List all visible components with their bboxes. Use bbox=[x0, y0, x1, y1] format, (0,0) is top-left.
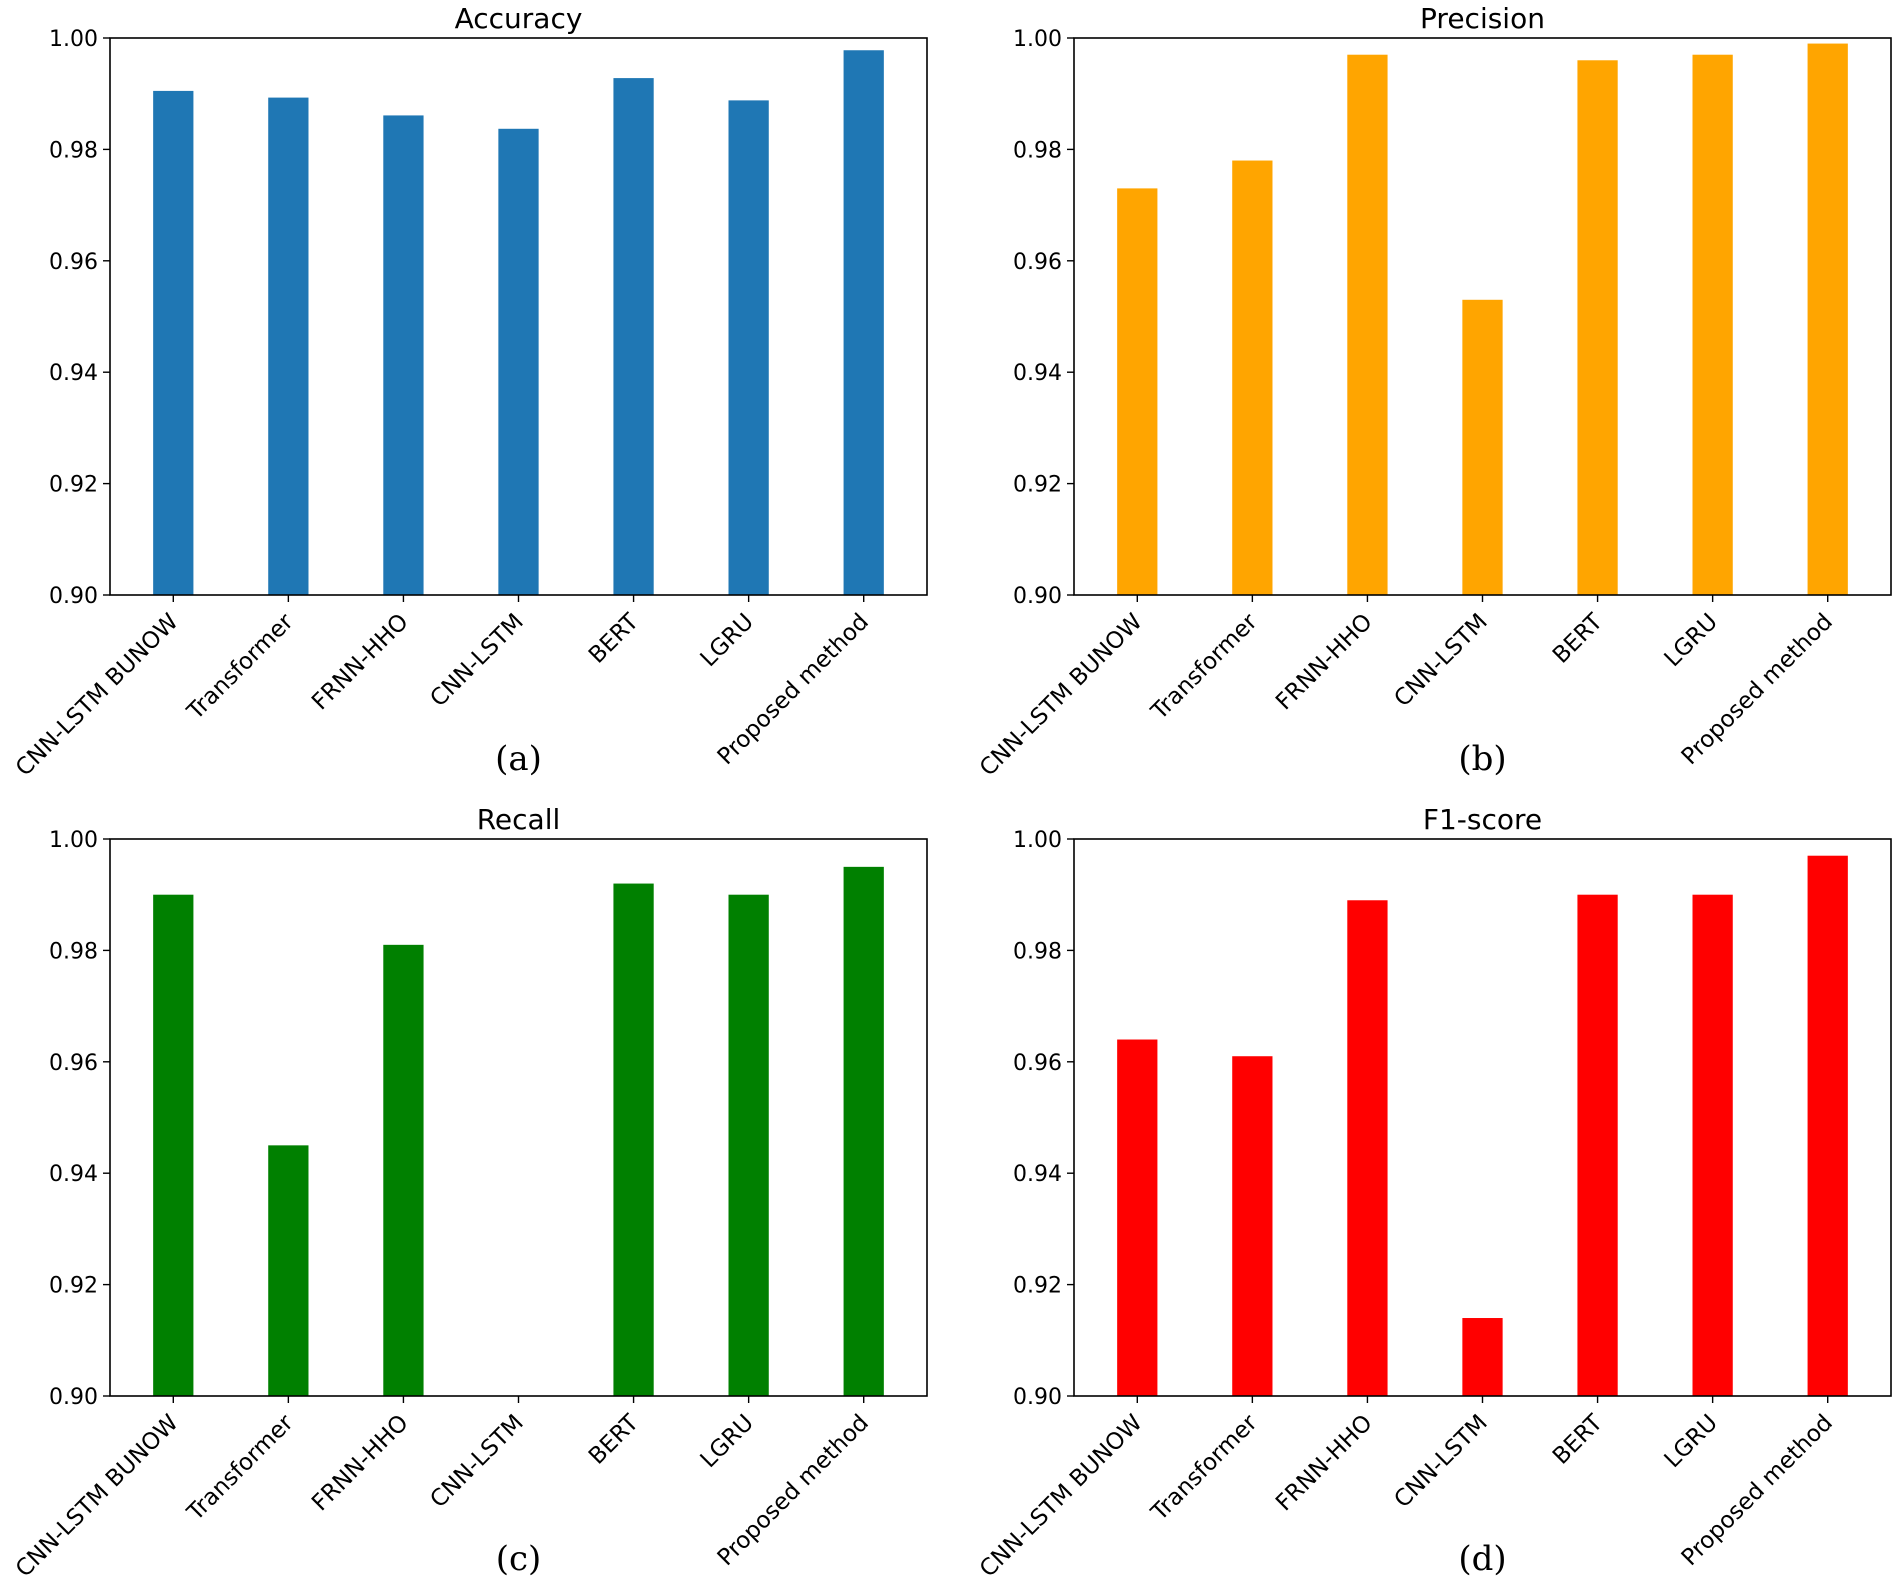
y-tick-label: 0.94 bbox=[49, 1162, 98, 1187]
y-tick-label: 0.94 bbox=[1013, 1162, 1062, 1187]
y-tick-label: 0.98 bbox=[1013, 939, 1062, 964]
bar-cnn-lstm-bunow bbox=[1117, 1039, 1158, 1396]
bar-proposed-method bbox=[843, 866, 884, 1396]
bar-frnn-hho bbox=[1347, 54, 1388, 595]
bar-bert bbox=[1577, 894, 1618, 1396]
chart-title: Accuracy bbox=[455, 2, 583, 35]
bar-lgru bbox=[728, 100, 769, 595]
y-tick-label: 1.00 bbox=[49, 27, 98, 52]
bar-frnn-hho bbox=[383, 115, 424, 596]
bar-lgru bbox=[1692, 54, 1733, 595]
bar-bert bbox=[613, 78, 654, 596]
x-tick-label: FRNN-HHO bbox=[1271, 609, 1378, 716]
x-tick-label: Transformer bbox=[1146, 608, 1263, 725]
x-tick-label: BERT bbox=[584, 608, 645, 669]
chart-title: Precision bbox=[1420, 2, 1545, 35]
f1-score-chart-panel: F1-score (d) 0.90 0.92 0.94 0.96 0.98 1.00 CNN… bbox=[975, 803, 1892, 1583]
y-tick-label: 0.96 bbox=[1013, 1051, 1062, 1076]
x-tick-label: FRNN-HHO bbox=[307, 1410, 414, 1517]
x-tick-label: FRNN-HHO bbox=[307, 609, 414, 716]
panel-caption: (d) bbox=[1458, 1539, 1506, 1579]
y-tick-label: 0.98 bbox=[49, 138, 98, 163]
bar-lgru bbox=[728, 894, 769, 1396]
bar-transformer bbox=[1232, 1056, 1273, 1396]
bar-proposed-method bbox=[1807, 855, 1848, 1396]
x-tick-label: CNN-LSTM bbox=[1389, 1410, 1492, 1513]
x-tick-label: CNN-LSTM BUNOW bbox=[975, 609, 1148, 782]
y-tick-label: 0.92 bbox=[1013, 473, 1062, 498]
bar-cnn-lstm bbox=[1462, 1318, 1503, 1396]
y-tick-label: 0.96 bbox=[49, 1051, 98, 1076]
x-tick-label: BERT bbox=[1548, 1409, 1609, 1470]
y-tick-label: 0.96 bbox=[1013, 250, 1062, 275]
bar-frnn-hho bbox=[383, 944, 424, 1396]
y-tick-label: 0.92 bbox=[49, 473, 98, 498]
x-tick-label: CNN-LSTM bbox=[1389, 609, 1492, 712]
chart-title: Recall bbox=[477, 803, 561, 836]
x-tick-label: CNN-LSTM bbox=[425, 1410, 528, 1513]
bar-cnn-lstm bbox=[1462, 299, 1503, 595]
plot-frame bbox=[109, 838, 928, 1397]
y-tick-label: 0.92 bbox=[49, 1274, 98, 1299]
x-tick-label: BERT bbox=[584, 1409, 645, 1470]
bar-lgru bbox=[1692, 894, 1733, 1396]
x-tick-label: LGRU bbox=[696, 609, 759, 672]
bar-frnn-hho bbox=[1347, 900, 1388, 1396]
y-tick-label: 0.98 bbox=[1013, 138, 1062, 163]
y-tick-label: 0.94 bbox=[1013, 361, 1062, 386]
bar-transformer bbox=[268, 97, 309, 595]
panel-caption: (a) bbox=[495, 739, 542, 779]
x-tick-label: CNN-LSTM BUNOW bbox=[11, 609, 184, 782]
bar-cnn-lstm-bunow bbox=[1117, 188, 1158, 595]
bar-cnn-lstm-bunow bbox=[153, 894, 194, 1396]
y-tick-label: 0.98 bbox=[49, 939, 98, 964]
panel-caption: (c) bbox=[496, 1539, 542, 1579]
bar-cnn-lstm bbox=[498, 128, 539, 596]
x-tick-label: Transformer bbox=[182, 1409, 299, 1526]
x-tick-label: Transformer bbox=[182, 608, 299, 725]
x-tick-label: CNN-LSTM BUNOW bbox=[11, 1410, 184, 1583]
bar-transformer bbox=[1232, 160, 1273, 596]
panel-caption: (b) bbox=[1458, 739, 1506, 779]
y-tick-label: 0.90 bbox=[1013, 584, 1062, 609]
y-tick-label: 0.96 bbox=[49, 250, 98, 275]
y-tick-label: 1.00 bbox=[1013, 27, 1062, 52]
bar-bert bbox=[1577, 60, 1618, 595]
x-tick-label: CNN-LSTM BUNOW bbox=[975, 1410, 1148, 1583]
accuracy-chart-panel: Accuracy (a) 0.90 0.92 0.94 0.96 0.98 1.00 CNN… bbox=[11, 2, 928, 782]
x-tick-label: BERT bbox=[1548, 608, 1609, 669]
bar-proposed-method bbox=[1807, 43, 1848, 595]
y-tick-label: 1.00 bbox=[1013, 828, 1062, 853]
y-tick-label: 0.90 bbox=[49, 584, 98, 609]
x-tick-label: LGRU bbox=[696, 1410, 759, 1473]
y-tick-label: 0.90 bbox=[49, 1385, 98, 1410]
y-tick-label: 0.92 bbox=[1013, 1274, 1062, 1299]
x-tick-label: Transformer bbox=[1146, 1409, 1263, 1526]
plot-frame bbox=[1073, 838, 1892, 1397]
x-tick-label: LGRU bbox=[1660, 1410, 1723, 1473]
x-tick-label: FRNN-HHO bbox=[1271, 1410, 1378, 1517]
bar-bert bbox=[613, 883, 654, 1396]
chart-title: F1-score bbox=[1423, 803, 1542, 836]
x-tick-label: LGRU bbox=[1660, 609, 1723, 672]
x-tick-label: CNN-LSTM bbox=[425, 609, 528, 712]
precision-chart-panel: Precision (b) 0.90 0.92 0.94 0.96 0.98 1.00 CN… bbox=[975, 2, 1892, 782]
recall-chart-panel: Recall (c) 0.90 0.92 0.94 0.96 0.98 1.00 CNN-L… bbox=[11, 803, 928, 1583]
y-tick-label: 1.00 bbox=[49, 828, 98, 853]
bar-proposed-method bbox=[843, 50, 884, 595]
y-tick-label: 0.94 bbox=[49, 361, 98, 386]
bar-transformer bbox=[268, 1145, 309, 1396]
y-tick-label: 0.90 bbox=[1013, 1385, 1062, 1410]
bar-cnn-lstm-bunow bbox=[153, 90, 194, 595]
